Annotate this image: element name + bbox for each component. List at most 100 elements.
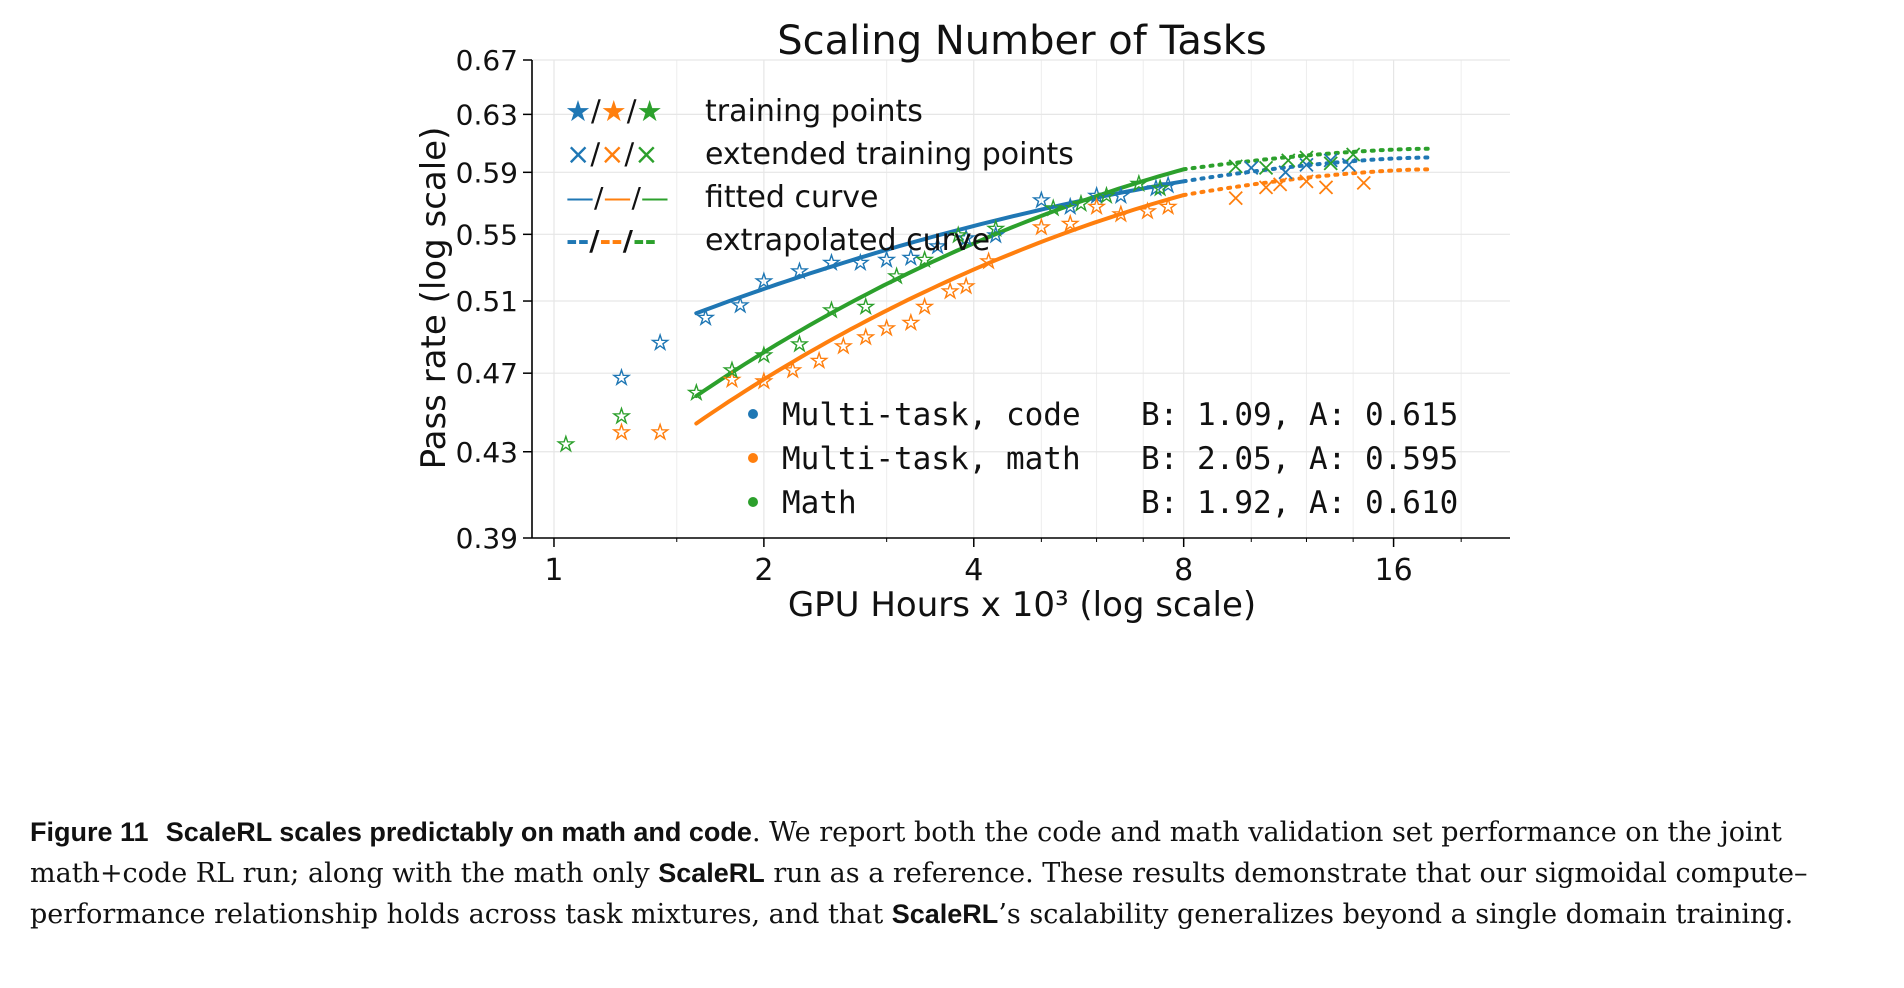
caption-text-1: . We report both the code and math valid… bbox=[30, 817, 1782, 889]
legend-label-fitted: fitted curve bbox=[705, 180, 879, 215]
y-tick-label: 0.51 bbox=[456, 285, 518, 318]
training-point: ☆ bbox=[730, 294, 750, 319]
training-point: ☆ bbox=[650, 331, 670, 356]
training-point: ☆ bbox=[1060, 212, 1080, 237]
legend-series-name-code: Multi-task, code bbox=[782, 397, 1081, 433]
fitted-curve-2 bbox=[694, 167, 1186, 398]
caption-bold-2: ScaleRL bbox=[891, 899, 999, 929]
legend-star-markers: ★/★/★ bbox=[565, 94, 663, 128]
training-point: ☆ bbox=[1158, 195, 1178, 220]
data-points: ☆☆☆ ☆☆ ☆ ☆ ☆ ☆ ☆ ☆ ☆ ☆☆ ☆ ☆ ☆ ☆☆☆ ☆☆ ☆ ☆ ☆☆ ☆ ☆ ☆☆☆☆☆☆ ☆☆ ☆ ☆ ☆☆… bbox=[556, 147, 1371, 458]
extended-point bbox=[1323, 153, 1338, 168]
x-tick-label: 8 bbox=[1174, 553, 1193, 588]
training-point: ☆ bbox=[1060, 195, 1080, 220]
training-point: ☆ bbox=[1146, 176, 1166, 201]
extended-point bbox=[1318, 180, 1334, 195]
series-legend-code: Multi-task, code B: 1.09, A: 0.615 bbox=[748, 397, 1458, 433]
caption-bold-1: ScaleRL bbox=[658, 858, 765, 888]
training-point: ☆ bbox=[901, 311, 921, 336]
training-point: ☆ bbox=[948, 223, 968, 248]
x-axis-ticks: 1 2 4 8 16 bbox=[544, 538, 1462, 588]
training-point: ☆ bbox=[877, 316, 897, 341]
y-tick-label: 0.47 bbox=[456, 357, 518, 390]
training-point: ☆ bbox=[979, 249, 999, 274]
training-point: ☆ bbox=[940, 280, 960, 305]
training-point: ☆ bbox=[877, 248, 897, 273]
training-point: ☆ bbox=[1031, 189, 1051, 214]
x-axis-label-text: GPU Hours x 10³ (log scale) bbox=[788, 585, 1256, 625]
training-point: ☆ bbox=[790, 333, 810, 358]
y-tick-label: 0.63 bbox=[456, 98, 518, 131]
legend-label-extrapolated: extrapolated curve bbox=[705, 223, 990, 258]
style-legend-row-extrapolated: --/--/-- extrapolated curve bbox=[566, 223, 990, 258]
training-point: ☆ bbox=[915, 295, 935, 320]
training-point: ☆ bbox=[1087, 195, 1107, 220]
training-point: ☆ bbox=[822, 299, 842, 324]
series-legend-math: Math B: 1.92, A: 0.610 bbox=[748, 485, 1458, 521]
extended-point bbox=[1228, 191, 1243, 206]
legend-dashed-markers: --/--/-- bbox=[566, 224, 656, 257]
style-legend: ★/★/★ training points ×/×/× extended tra… bbox=[565, 94, 1074, 258]
training-point: ☆ bbox=[612, 420, 632, 445]
training-point: ☆ bbox=[928, 235, 948, 260]
x-tick-label: 16 bbox=[1374, 553, 1412, 588]
extended-point bbox=[1272, 177, 1288, 192]
training-point: ☆ bbox=[1031, 215, 1051, 240]
training-point: ☆ bbox=[1138, 200, 1158, 225]
training-point: ☆ bbox=[754, 269, 774, 294]
x-tick-label: 2 bbox=[754, 553, 773, 588]
extrapolated-curve-0 bbox=[1181, 155, 1432, 184]
extended-point bbox=[1323, 156, 1338, 171]
y-tick-label: 0.55 bbox=[456, 218, 518, 251]
style-legend-row-training: ★/★/★ training points bbox=[565, 94, 923, 129]
training-point: ☆ bbox=[1150, 176, 1170, 201]
extrapolated-curve-1 bbox=[1181, 167, 1432, 198]
training-point: ☆ bbox=[915, 248, 935, 273]
extended-point bbox=[1244, 160, 1259, 175]
extended-point bbox=[1346, 147, 1361, 162]
style-legend-row-extended: ×/×/× extended training points bbox=[566, 137, 1074, 172]
x-tick-label: 1 bbox=[544, 553, 563, 588]
x-tick-label: 4 bbox=[964, 553, 983, 588]
training-point: ☆ bbox=[956, 275, 976, 300]
training-point: ☆ bbox=[790, 259, 810, 284]
legend-label-extended: extended training points bbox=[705, 137, 1074, 172]
training-point: ☆ bbox=[722, 368, 742, 393]
legend-solid-markers: —/—/— bbox=[566, 181, 669, 214]
extended-point bbox=[1258, 160, 1274, 175]
training-point: ☆ bbox=[783, 358, 803, 383]
training-point: ☆ bbox=[1129, 172, 1149, 197]
y-tick-label: 0.39 bbox=[456, 522, 518, 555]
training-point: ☆ bbox=[833, 334, 853, 359]
training-point: ☆ bbox=[650, 420, 670, 445]
training-point: ☆ bbox=[856, 295, 876, 320]
extended-point bbox=[1258, 180, 1274, 195]
training-point: ☆ bbox=[1071, 192, 1091, 217]
training-point: ☆ bbox=[1111, 184, 1131, 209]
legend-series-params-code: B: 1.09, A: 0.615 bbox=[1141, 397, 1458, 433]
training-point: ☆ bbox=[986, 217, 1006, 242]
chart-title: Scaling Number of Tasks bbox=[777, 18, 1266, 64]
y-axis-ticks: 0.39 0.43 0.47 0.51 0.55 0.59 0.63 0.67 bbox=[456, 44, 532, 555]
training-point: ☆ bbox=[887, 264, 907, 289]
caption-text-3: ’s scalability generalizes beyond a sing… bbox=[998, 899, 1794, 930]
training-point: ☆ bbox=[1111, 203, 1131, 228]
training-point: ☆ bbox=[612, 366, 632, 391]
legend-series-name-math: Math bbox=[782, 485, 857, 521]
fitted-curve-1 bbox=[694, 193, 1186, 426]
series-legend: Multi-task, code B: 1.09, A: 0.615 Multi… bbox=[748, 397, 1458, 521]
y-tick-label: 0.43 bbox=[456, 436, 518, 469]
training-point: ☆ bbox=[754, 344, 774, 369]
legend-label-training: training points bbox=[705, 94, 923, 129]
style-legend-row-fitted: —/—/— fitted curve bbox=[566, 180, 879, 215]
extrapolated-curve-2 bbox=[1181, 146, 1432, 172]
y-tick-label: 0.67 bbox=[456, 44, 518, 77]
caption-title: ScaleRL scales predictably on math and c… bbox=[165, 817, 752, 847]
caption-text-2: run as a reference. These results demons… bbox=[30, 858, 1808, 930]
training-point: ☆ bbox=[696, 306, 716, 331]
extended-point bbox=[1281, 153, 1296, 168]
training-point: ☆ bbox=[856, 325, 876, 350]
fitted-curve-0 bbox=[694, 179, 1186, 316]
extended-point bbox=[1299, 150, 1314, 165]
training-point: ☆ bbox=[901, 246, 921, 271]
